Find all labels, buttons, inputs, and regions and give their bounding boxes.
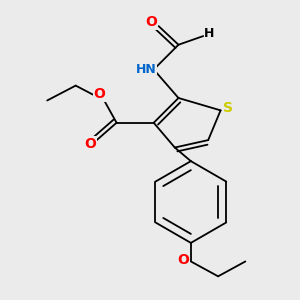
Text: H: H (204, 27, 214, 40)
Text: O: O (85, 137, 97, 151)
Text: S: S (223, 101, 233, 115)
Text: O: O (93, 87, 105, 101)
Text: O: O (178, 253, 189, 267)
Text: HN: HN (136, 63, 157, 76)
Text: O: O (145, 15, 157, 29)
